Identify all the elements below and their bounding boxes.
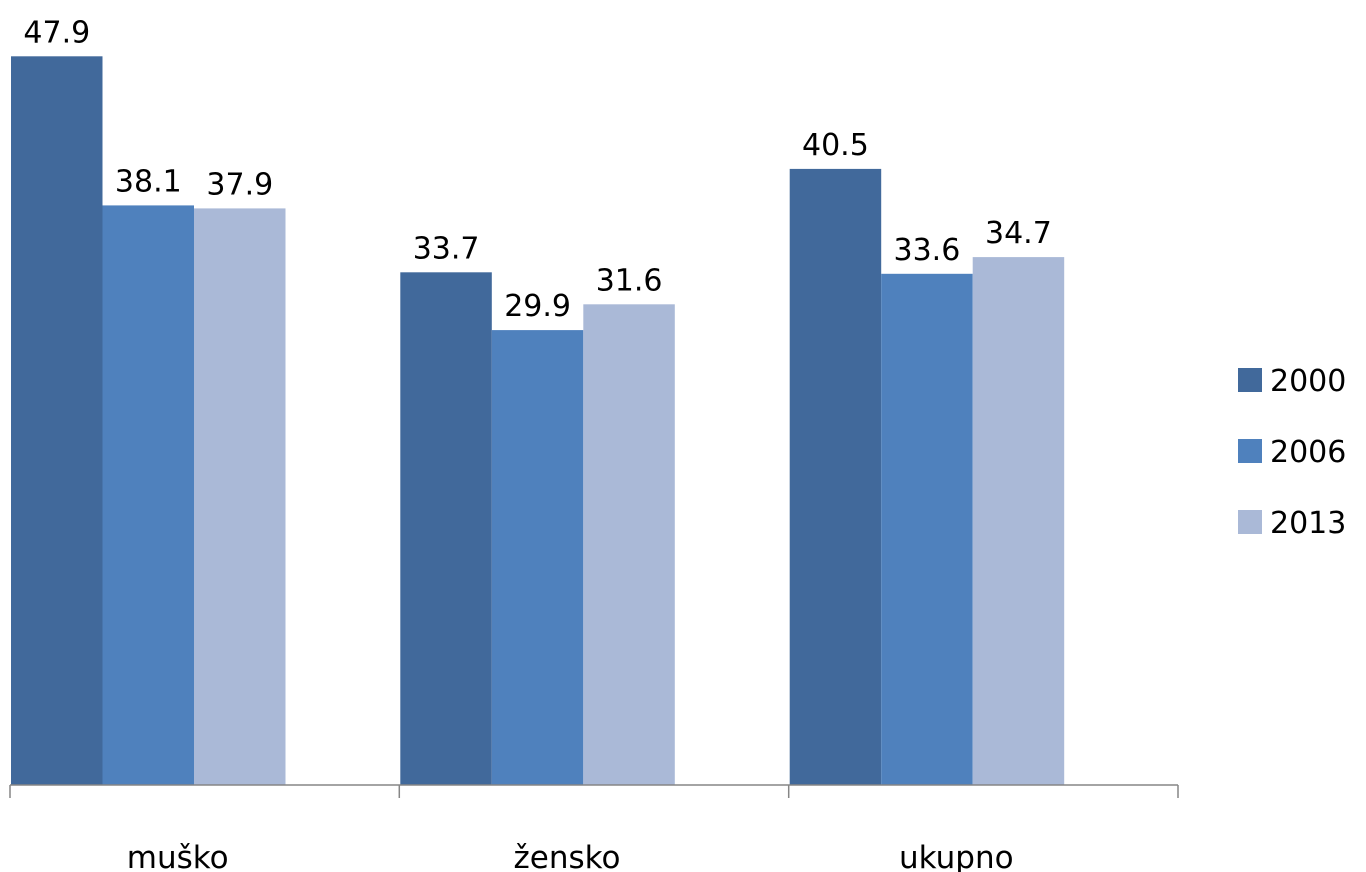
legend-swatch-2000: [1238, 368, 1262, 392]
data-label-2006-2: 33.6: [894, 233, 961, 268]
bar-2013-2: [972, 257, 1065, 786]
legend-swatch-2006: [1238, 439, 1262, 463]
data-label-2000-2: 40.5: [802, 128, 869, 163]
bar-2013-1: [583, 304, 675, 785]
legend: 2000 2006 2013: [1238, 364, 1346, 541]
bar-2000-0: [11, 56, 103, 786]
x-tick-label-2: ukupno: [899, 840, 1014, 872]
bar-2013-0: [194, 208, 286, 785]
data-label-2013-0: 37.9: [206, 167, 273, 202]
legend-label-2013: 2013: [1270, 506, 1346, 541]
bar-2006-2: [881, 273, 973, 785]
legend-label-2000: 2000: [1270, 364, 1346, 399]
data-labels: 47.9 38.1 37.9 33.7 29.9 31.6 40.5 33.6 34.7: [23, 15, 1051, 324]
x-tick-label-0: muško: [127, 840, 229, 872]
data-label-2000-1: 33.7: [413, 231, 480, 266]
legend-swatch-2013: [1238, 510, 1262, 534]
data-label-2006-0: 38.1: [115, 164, 182, 199]
data-label-2013-1: 31.6: [596, 263, 663, 298]
x-axis: muško žensko ukupno: [9, 784, 1179, 872]
x-tick-label-1: žensko: [514, 840, 621, 872]
bars: [11, 56, 1065, 786]
bar-2000-1: [400, 272, 492, 785]
bar-2000-2: [789, 168, 882, 785]
data-label-2013-2: 34.7: [985, 216, 1052, 251]
data-label-2000-0: 47.9: [23, 15, 90, 50]
data-label-2006-1: 29.9: [504, 289, 571, 324]
legend-label-2006: 2006: [1270, 435, 1346, 470]
bar-2006-1: [491, 330, 584, 785]
bar-2006-0: [102, 205, 194, 785]
